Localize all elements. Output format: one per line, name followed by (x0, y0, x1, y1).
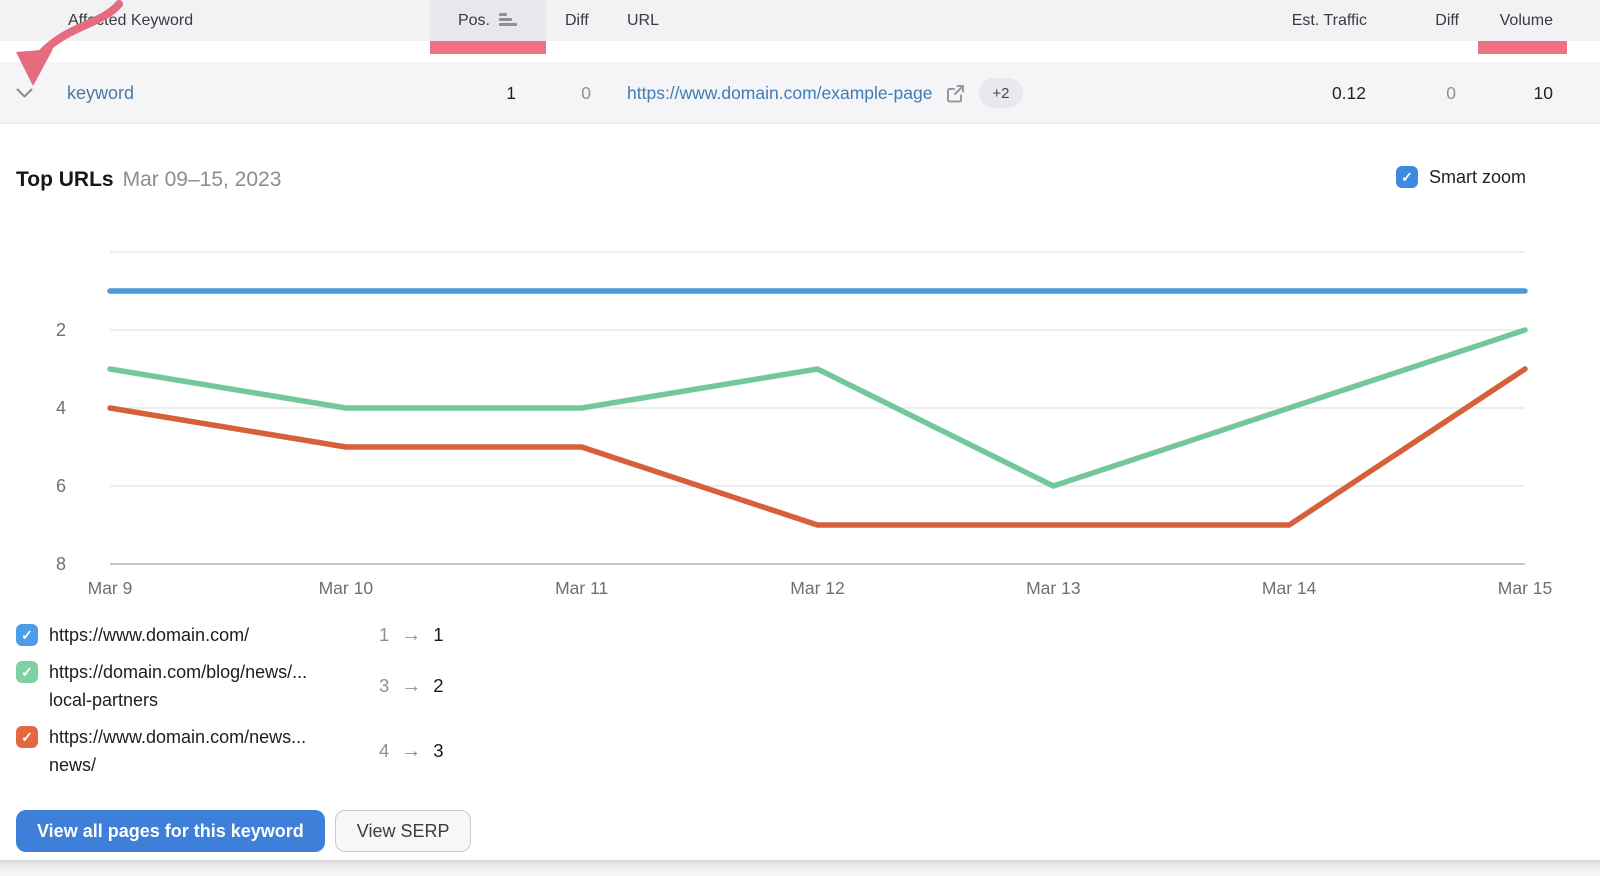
y-tick-label: 2 (56, 320, 66, 340)
legend-checkbox-orange[interactable] (16, 726, 38, 748)
column-header-pos-label: Pos. (458, 12, 490, 30)
legend-url-line1: https://www.domain.com/news... (49, 723, 379, 751)
column-header-url: URL (627, 0, 659, 41)
view-serp-button[interactable]: View SERP (335, 810, 472, 852)
legend-position-change: 4 → 3 (379, 740, 444, 763)
section-title: Top URLs (16, 168, 114, 192)
legend-url-line1: https://www.domain.com/ (49, 621, 379, 649)
url-cell: https://www.domain.com/example-page +2 (627, 62, 1023, 124)
sort-icon (499, 13, 518, 28)
positions-chart-svg: 2 4 6 8 Mar 9 Mar 10 Mar 11 Mar 12 Mar 13 Mar 14 M… (0, 230, 1600, 602)
smart-zoom-checkbox[interactable] (1396, 166, 1418, 188)
legend-item: https://domain.com/blog/news/... local-p… (16, 658, 444, 714)
column-header-volume[interactable]: Volume (1453, 0, 1553, 41)
keyword-details-panel: Affected Keyword Pos. Diff URL Est. Traf… (0, 0, 1600, 876)
series-line-2 (110, 369, 1525, 525)
position-from: 3 (379, 675, 389, 697)
x-tick-label: Mar 14 (1262, 578, 1317, 598)
position-to: 2 (433, 675, 443, 697)
position-to: 3 (433, 740, 443, 762)
legend-url-line2: news/ (49, 751, 379, 779)
legend-url-line1: https://domain.com/blog/news/... (49, 658, 379, 686)
x-tick-label: Mar 11 (555, 578, 608, 598)
x-tick-label: Mar 9 (88, 578, 133, 598)
legend-position-change: 3 → 2 (379, 675, 444, 698)
x-tick-label: Mar 15 (1498, 578, 1552, 598)
card-bottom-shadow (0, 860, 1600, 876)
expand-chevron-icon[interactable] (10, 62, 38, 124)
smart-zoom-label: Smart zoom (1429, 167, 1526, 188)
legend-checkbox-blue[interactable] (16, 624, 38, 646)
chart-legend: https://www.domain.com/ 1 → 1 https://do… (16, 621, 444, 779)
section-date-range: Mar 09–15, 2023 (123, 168, 282, 192)
legend-url: https://domain.com/blog/news/... local-p… (49, 658, 379, 714)
y-tick-label: 8 (56, 554, 66, 574)
column-header-diff-right[interactable]: Diff (1395, 0, 1459, 41)
diff-value: 0 (520, 62, 591, 124)
url-link[interactable]: https://www.domain.com/example-page (627, 83, 932, 104)
legend-url-line2: local-partners (49, 686, 379, 714)
x-tick-label: Mar 13 (1026, 578, 1080, 598)
external-link-icon[interactable] (945, 83, 966, 104)
position-value: 1 (420, 62, 516, 124)
smart-zoom-toggle[interactable]: Smart zoom (1396, 166, 1526, 188)
column-header-diff[interactable]: Diff (565, 0, 589, 41)
pos-column-highlight-bar (430, 41, 546, 54)
chart-section-header: Top URLs Mar 09–15, 2023 (16, 168, 281, 192)
volume-value: 10 (1453, 62, 1553, 124)
volume-column-highlight-bar (1478, 41, 1567, 54)
diff-right-value: 0 (1405, 62, 1456, 124)
position-from: 4 (379, 740, 389, 762)
x-tick-label: Mar 10 (319, 578, 374, 598)
legend-url: https://www.domain.com/ (49, 621, 379, 649)
table-header: Affected Keyword Pos. Diff URL Est. Traf… (0, 0, 1600, 41)
view-all-pages-button[interactable]: View all pages for this keyword (16, 810, 325, 852)
action-buttons: View all pages for this keyword View SER… (16, 810, 471, 852)
position-from: 1 (379, 624, 389, 646)
arrow-right-icon: → (401, 624, 421, 647)
y-tick-label: 6 (56, 476, 66, 496)
column-header-affected-keyword: Affected Keyword (68, 0, 193, 41)
arrow-right-icon: → (401, 740, 421, 763)
legend-item: https://www.domain.com/ 1 → 1 (16, 621, 444, 649)
legend-url: https://www.domain.com/news... news/ (49, 723, 379, 779)
column-header-pos[interactable]: Pos. (430, 0, 546, 41)
position-to: 1 (433, 624, 443, 646)
table-row: keyword 1 0 https://www.domain.com/examp… (0, 62, 1600, 124)
keyword-link[interactable]: keyword (67, 62, 134, 124)
x-tick-label: Mar 12 (790, 578, 844, 598)
est-traffic-value: 0.12 (1266, 62, 1366, 124)
column-header-est-traffic[interactable]: Est. Traffic (1217, 0, 1367, 41)
legend-position-change: 1 → 1 (379, 624, 444, 647)
legend-checkbox-green[interactable] (16, 661, 38, 683)
y-tick-label: 4 (56, 398, 66, 418)
arrow-right-icon: → (401, 675, 421, 698)
legend-item: https://www.domain.com/news... news/ 4 →… (16, 723, 444, 779)
extra-urls-badge[interactable]: +2 (979, 78, 1022, 108)
positions-chart: 2 4 6 8 Mar 9 Mar 10 Mar 11 Mar 12 Mar 13 Mar 14 M… (0, 230, 1600, 602)
